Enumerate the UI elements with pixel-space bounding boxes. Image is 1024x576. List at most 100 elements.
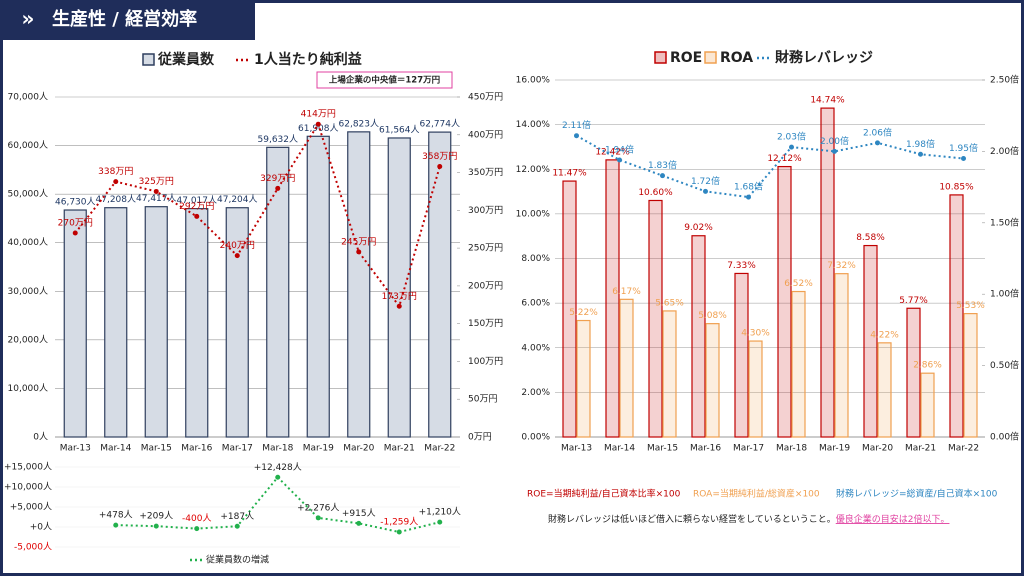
data-label: 6.17% — [612, 287, 641, 297]
line-point — [396, 303, 402, 309]
bar — [863, 244, 878, 438]
bar — [662, 310, 677, 438]
line-point — [194, 213, 200, 219]
data-label: +209人 — [139, 511, 173, 522]
data-label: 1.72倍 — [691, 175, 720, 187]
data-label: 5.22% — [569, 308, 598, 318]
legend-swatch — [704, 51, 717, 64]
y-tick-label: +10,000人 — [4, 482, 52, 493]
x-tick-label: Mar-17 — [222, 444, 253, 454]
bar — [387, 137, 411, 438]
data-label: 1.94倍 — [605, 143, 634, 155]
y-tick-label: 70,000人 — [8, 92, 49, 103]
data-label: 14.74% — [810, 96, 845, 106]
data-label: 292万円 — [179, 201, 214, 212]
data-label: 329万円 — [260, 173, 295, 184]
data-label: 8.58% — [856, 233, 885, 243]
data-label: 2.03倍 — [777, 131, 806, 143]
data-label: 2.06倍 — [863, 126, 892, 138]
data-label: 12.12% — [767, 154, 802, 164]
y-tick-label: 4.00% — [521, 343, 550, 353]
data-label: -400人 — [182, 513, 211, 524]
bar — [306, 135, 330, 438]
remark-highlight: 優良企業の目安は2倍以下。 — [836, 513, 950, 525]
line-point — [617, 157, 622, 163]
line-point — [356, 520, 362, 526]
y-tick-label: 400万円 — [468, 129, 503, 140]
line-point — [746, 194, 751, 200]
data-label: -1,259人 — [380, 517, 418, 528]
x-tick-label: Mar-19 — [819, 444, 850, 454]
bar — [705, 323, 720, 438]
line-point — [356, 249, 362, 255]
y-tick-label: 1.00倍 — [990, 288, 1019, 300]
legend-label: 財務レバレッジ — [774, 49, 873, 66]
x-tick-label: Mar-20 — [862, 444, 893, 454]
line-point — [113, 522, 119, 528]
line-point — [234, 523, 240, 529]
y-tick-label: 14.00% — [516, 120, 551, 130]
bar — [428, 131, 452, 438]
data-label: 12.42% — [595, 147, 630, 157]
data-label: 10.85% — [939, 182, 974, 192]
data-label: +478人 — [99, 510, 133, 521]
line-point — [437, 519, 443, 525]
legend-label: 従業員数 — [157, 51, 215, 68]
y-tick-label: 0人 — [33, 432, 48, 443]
bar — [791, 290, 806, 438]
bar — [906, 307, 921, 438]
x-tick-label: Mar-16 — [690, 444, 721, 454]
x-tick-label: Mar-21 — [905, 444, 936, 454]
data-label: 61,564人 — [379, 124, 420, 135]
line-point — [832, 148, 837, 154]
note-roe: ROE=当期純利益/自己資本比率×100 — [527, 488, 681, 500]
note-leverage: 財務レバレッジ=総資産/自己資本×100 — [836, 488, 998, 500]
y-tick-label: 300万円 — [468, 205, 503, 216]
header-icon: » — [22, 7, 35, 31]
data-label: 5.65% — [655, 298, 684, 308]
data-label: 1.95倍 — [949, 142, 978, 154]
y-tick-label: 200万円 — [468, 280, 503, 291]
line-point — [194, 526, 200, 532]
bar — [963, 313, 978, 438]
x-tick-label: Mar-15 — [141, 444, 172, 454]
data-label: 338万円 — [98, 166, 133, 177]
bar — [619, 298, 634, 438]
y-tick-label: +5,000人 — [10, 502, 52, 513]
data-label: 325万円 — [139, 176, 174, 187]
legend-label: 従業員数の増減 — [206, 554, 269, 566]
x-tick-label: Mar-18 — [776, 444, 807, 454]
legend-swatch — [654, 51, 667, 64]
data-label: 11.47% — [552, 169, 587, 179]
data-label: 62,823人 — [339, 118, 380, 129]
y-tick-label: 450万円 — [468, 92, 503, 103]
bar — [877, 342, 892, 438]
annotation-box — [316, 71, 453, 89]
data-label: 4.30% — [741, 329, 770, 339]
data-label: 1.83倍 — [648, 159, 677, 171]
bar — [820, 107, 835, 438]
bar — [347, 131, 371, 438]
data-label: 173万円 — [382, 291, 417, 302]
x-tick-label: Mar-13 — [561, 444, 592, 454]
y-tick-label: 40,000人 — [8, 237, 49, 248]
x-tick-label: Mar-14 — [604, 444, 635, 454]
note-remark: 財務レバレッジは低いほど借入に頼らない経営をしているということ。優良企業の目安は… — [548, 513, 949, 525]
legend-label: ROA — [720, 50, 753, 66]
line-point — [875, 140, 880, 146]
bar — [920, 372, 935, 438]
data-label: 7.33% — [727, 261, 756, 271]
y-tick-label: 6.00% — [521, 299, 550, 309]
y-tick-label: 30,000人 — [8, 286, 49, 297]
line-point — [396, 529, 402, 535]
data-label: 47,208人 — [96, 194, 137, 205]
data-label: 245万円 — [341, 236, 376, 247]
bar — [144, 206, 168, 438]
data-label: 47,417人 — [136, 193, 177, 204]
data-label: 9.02% — [684, 223, 713, 233]
line-point — [703, 188, 708, 194]
legend-label: 1人当たり純利益 — [254, 51, 362, 68]
data-label: 2.00倍 — [820, 135, 849, 147]
y-tick-label: 12.00% — [516, 165, 551, 175]
data-label: 5.77% — [899, 296, 928, 306]
